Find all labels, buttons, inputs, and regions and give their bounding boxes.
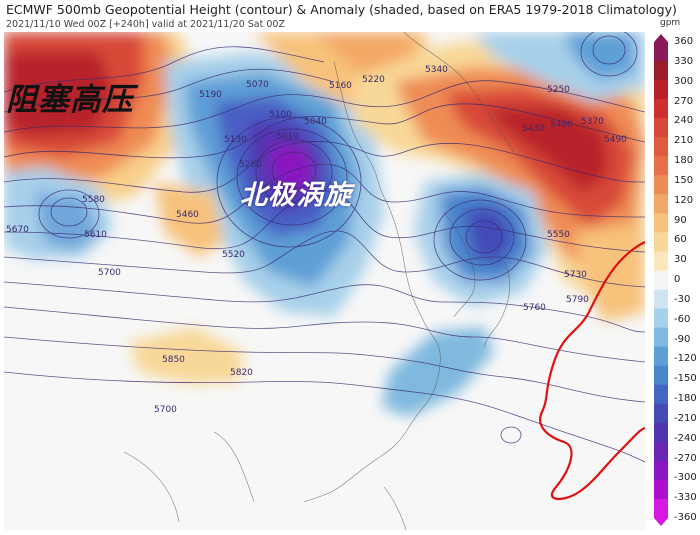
contour-lines xyxy=(4,32,645,463)
colorbar-tick-label: 180 xyxy=(674,155,694,166)
colorbar-segment xyxy=(654,232,668,252)
colorbar-segment xyxy=(654,479,668,500)
colorbar-segment xyxy=(654,270,668,291)
colorbar-tick-label: 360 xyxy=(674,36,694,47)
contour-label: 5010 xyxy=(276,132,299,142)
contour-label: 5400 xyxy=(550,120,573,130)
colorbar-tick-label: 270 xyxy=(674,95,694,107)
polar-vortex-annotation: 北极涡旋 xyxy=(240,180,352,211)
contour-label: 5070 xyxy=(246,80,269,90)
colorbar-tick-label: -60 xyxy=(674,313,691,325)
colorbar-segment xyxy=(654,365,668,386)
map-canvas: 5190 5070 5010 5040 5130 5280 5220 5160 … xyxy=(4,32,645,530)
colorbar-segment xyxy=(654,251,668,271)
anomaly-shading xyxy=(4,32,645,417)
colorbar-segment xyxy=(654,118,668,138)
colorbar-tick-label: 150 xyxy=(674,174,694,186)
contour-label: 5130 xyxy=(224,135,247,145)
contour-label: 5160 xyxy=(329,81,352,91)
contour-label: 5790 xyxy=(566,295,589,305)
colorbar xyxy=(654,34,668,526)
colorbar-segment xyxy=(654,289,668,310)
chart-subtitle: 2021/11/10 Wed 00Z [+240h] valid at 2021… xyxy=(6,19,285,30)
colorbar-tick-label: -300 xyxy=(674,472,697,484)
colorbar-tick-label: 330 xyxy=(674,55,694,67)
colorbar-segment xyxy=(654,308,668,329)
contour-label: 5430 xyxy=(522,124,545,134)
colorbar-tick-label: -360 xyxy=(674,512,697,523)
colorbar-segment xyxy=(654,460,668,481)
colorbar-segment xyxy=(654,156,668,176)
colorbar-segment xyxy=(654,99,668,119)
weather-map: 5190 5070 5010 5040 5130 5280 5220 5160 … xyxy=(4,32,645,530)
colorbar-tick-label: -330 xyxy=(674,492,697,504)
chart-title: ECMWF 500mb Geopotential Height (contour… xyxy=(6,2,677,17)
colorbar-segment xyxy=(654,422,668,443)
contour-label: 5820 xyxy=(230,368,253,378)
contour-label: 5340 xyxy=(425,65,448,75)
5880-contour xyxy=(539,241,645,500)
contour-label: 5280 xyxy=(239,160,262,170)
colorbar-segment xyxy=(654,403,668,424)
colorbar-segment xyxy=(654,327,668,348)
colorbar-tick-label: 90 xyxy=(674,214,687,226)
colorbar-segment xyxy=(654,498,668,519)
colorbar-tick-label: -240 xyxy=(674,432,697,444)
contour-label: 5460 xyxy=(176,210,199,220)
colorbar-segment xyxy=(654,441,668,462)
contour-label: 5550 xyxy=(547,230,570,240)
contour-label: 5040 xyxy=(304,117,327,127)
colorbar-unit: gpm xyxy=(660,18,681,28)
colorbar-segment xyxy=(654,137,668,157)
colorbar-segment xyxy=(654,346,668,367)
contour-label: 5490 xyxy=(604,135,627,145)
contour-label: 5100 xyxy=(269,110,292,120)
colorbar-segment xyxy=(654,213,668,233)
contour-label: 5700 xyxy=(154,405,177,415)
colorbar-tick-label: 210 xyxy=(674,135,694,147)
contour-label: 5760 xyxy=(523,303,546,313)
colorbar-tick-label: -210 xyxy=(674,412,697,424)
colorbar-segment xyxy=(654,61,668,81)
contour-label: 5190 xyxy=(199,90,222,100)
colorbar-tick-label: 0 xyxy=(674,274,681,285)
coastlines xyxy=(123,32,515,530)
colorbar-tick-label: 30 xyxy=(674,254,687,266)
contour-label: 5520 xyxy=(222,250,245,260)
contour-label: 5220 xyxy=(362,75,385,85)
colorbar-tick-label: -90 xyxy=(674,333,691,345)
colorbar-tick-label: -30 xyxy=(674,293,691,305)
contour-label: 5700 xyxy=(98,268,121,278)
colorbar-tick-label: 240 xyxy=(674,115,694,127)
colorbar-segment xyxy=(654,80,668,100)
blocking-high-annotation: 阻塞高压 xyxy=(6,82,134,118)
colorbar-tick-label: -180 xyxy=(674,393,697,404)
colorbar-tick-label: -150 xyxy=(674,373,697,385)
colorbar-segment xyxy=(654,384,668,405)
contour-label: 5370 xyxy=(581,117,604,127)
contour-value-labels: 5190 5070 5010 5040 5130 5280 5220 5160 … xyxy=(6,65,627,415)
contour-label: 5580 xyxy=(82,195,105,205)
colorbar-segment xyxy=(654,175,668,195)
colorbar-top-arrow xyxy=(654,34,668,42)
colorbar-segment xyxy=(654,42,668,62)
colorbar-tick-label: 120 xyxy=(674,194,694,206)
colorbar-segment xyxy=(654,194,668,214)
colorbar-bottom-arrow xyxy=(654,518,668,526)
contour-label: 5610 xyxy=(84,230,107,240)
contour-label: 5730 xyxy=(564,270,587,280)
contour-label: 5670 xyxy=(6,225,29,235)
contour-label: 5850 xyxy=(162,355,185,365)
contour-label: 5250 xyxy=(547,85,570,95)
colorbar-tick-label: 60 xyxy=(674,234,687,246)
colorbar-tick-label: -120 xyxy=(674,353,697,365)
colorbar-tick-label: -270 xyxy=(674,452,697,464)
colorbar-tick-label: 300 xyxy=(674,75,694,87)
